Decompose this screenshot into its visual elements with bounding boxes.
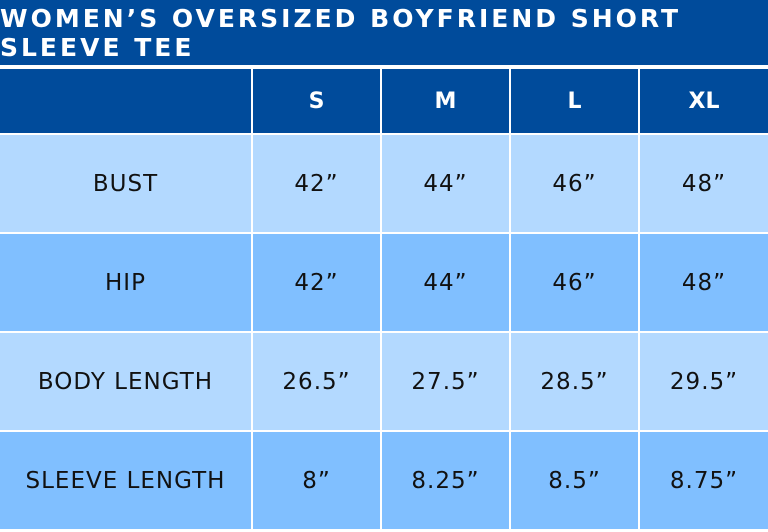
table-row: SLEEVE LENGTH 8” 8.25” 8.5” 8.75” [0, 430, 768, 529]
header-cell-s: S [251, 67, 382, 135]
table-cell: 27.5” [380, 331, 511, 432]
table-cell: 28.5” [509, 331, 640, 432]
header-cell-m: M [380, 67, 511, 135]
table-cell: 42” [251, 232, 382, 333]
table-cell: 8.25” [380, 430, 511, 529]
table-row: BUST 42” 44” 46” 48” [0, 133, 768, 234]
chart-title: WOMEN’S OVERSIZED BOYFRIEND SHORT SLEEVE… [0, 0, 768, 67]
row-label: SLEEVE LENGTH [0, 430, 253, 529]
table-cell: 8.5” [509, 430, 640, 529]
table-row: BODY LENGTH 26.5” 27.5” 28.5” 29.5” [0, 331, 768, 432]
header-cell-empty [0, 67, 253, 135]
header-cell-l: L [509, 67, 640, 135]
table-row: HIP 42” 44” 46” 48” [0, 232, 768, 333]
row-label: BUST [0, 133, 253, 234]
table-cell: 46” [509, 232, 640, 333]
table-cell: 8.75” [638, 430, 768, 529]
table-cell: 44” [380, 232, 511, 333]
table-cell: 29.5” [638, 331, 768, 432]
table-cell: 48” [638, 232, 768, 333]
header-row: S M L XL [0, 67, 768, 135]
header-cell-xl: XL [638, 67, 768, 135]
row-label: HIP [0, 232, 253, 333]
table-cell: 8” [251, 430, 382, 529]
size-table: S M L XL BUST 42” 44” 46” 48” HIP 42” 44… [0, 67, 768, 529]
table-cell: 46” [509, 133, 640, 234]
table-cell: 44” [380, 133, 511, 234]
row-label: BODY LENGTH [0, 331, 253, 432]
table-cell: 26.5” [251, 331, 382, 432]
table-cell: 48” [638, 133, 768, 234]
table-cell: 42” [251, 133, 382, 234]
